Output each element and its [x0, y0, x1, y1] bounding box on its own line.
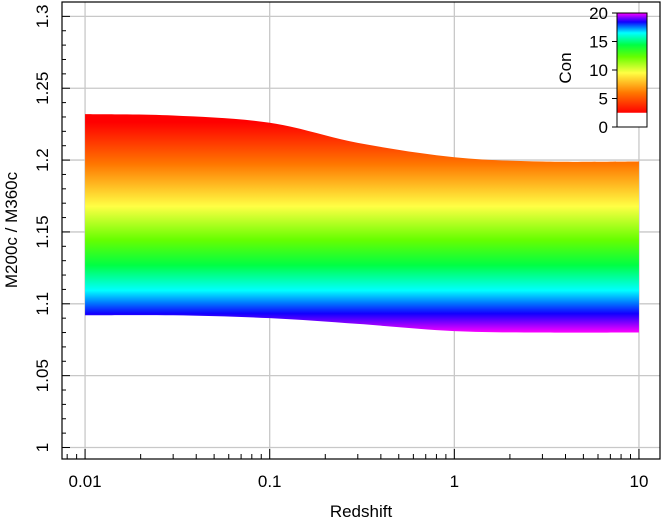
x-tick-label: 1 [450, 472, 459, 491]
y-tick-label: 1.1 [33, 292, 52, 316]
band-layer [85, 114, 639, 333]
x-tick-label: 10 [630, 472, 649, 491]
colorbar-tick-label: 10 [589, 61, 608, 80]
colorbar-tick-label: 20 [589, 4, 608, 23]
axis-ticks: 0.01 0.1 1 10 1 1.05 1.1 1.15 1.2 1.25 1.3 [33, 5, 648, 491]
y-axis-title: M200c / M360c [2, 171, 21, 288]
x-axis-title: Redshift [330, 502, 393, 521]
colorbar-tick-label: 15 [589, 33, 608, 52]
colorbar-fill [617, 13, 647, 113]
y-tick-label: 1.2 [33, 148, 52, 172]
plot-frame [61, 1, 661, 460]
y-tick-label: 1.05 [33, 359, 52, 392]
colorbar-tick-label: 5 [599, 90, 608, 109]
y-tick-label: 1.25 [33, 72, 52, 105]
colorbar-label: Con [556, 52, 575, 83]
y-tick-label: 1.3 [33, 5, 52, 29]
colorbar: 0 5 10 15 20 Con [556, 4, 648, 137]
y-tick-label: 1.15 [33, 215, 52, 248]
x-tick-label: 0.1 [258, 472, 282, 491]
x-tick-label: 0.01 [69, 472, 102, 491]
concentration-band [85, 114, 639, 333]
y-tick-label: 1 [33, 443, 52, 452]
colorbar-tick-label: 0 [599, 118, 608, 137]
